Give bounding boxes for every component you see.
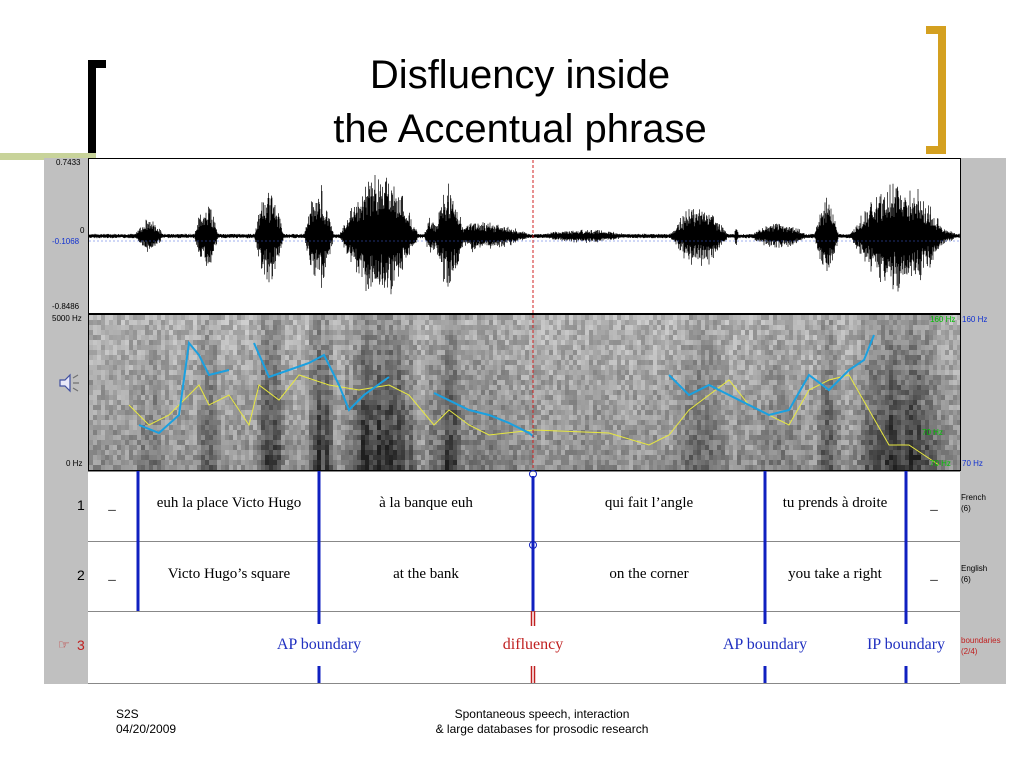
- tier2-interval-2[interactable]: Victo Hugo’s square: [167, 566, 291, 582]
- pitch-contour-1: [138, 340, 230, 435]
- tier3-point-ip-boundary[interactable]: IP boundary: [866, 636, 946, 653]
- slide-title: Disfluency inside the Accentual phrase: [290, 48, 750, 156]
- tier-3-number: 3: [77, 637, 85, 653]
- right-bracket-decoration: [926, 26, 946, 154]
- tier2-count: (6): [961, 575, 971, 584]
- tier1-interval-4[interactable]: qui fait l’angle: [604, 495, 694, 511]
- tier-2-number: 2: [77, 567, 85, 583]
- tier1-interval-2[interactable]: euh la place Victo Hugo: [156, 495, 302, 511]
- tier2-interval-4[interactable]: on the corner: [609, 566, 689, 582]
- footer-event: S2S: [116, 707, 139, 721]
- tier2-name: English: [961, 564, 988, 573]
- waveform-trace: [89, 174, 960, 295]
- tier2-side-label: English (6): [961, 563, 987, 585]
- pitch-marker-top: 160 Hz: [930, 315, 956, 324]
- tier1-interval-3[interactable]: à la banque euh: [379, 495, 473, 511]
- tier-french[interactable]: [88, 471, 960, 541]
- tier3-point-ap-boundary-2[interactable]: AP boundary: [722, 636, 808, 653]
- tier1-name: French: [961, 493, 986, 502]
- tier3-point-ap-boundary-1[interactable]: AP boundary: [276, 636, 362, 653]
- tier1-count: (6): [961, 504, 971, 513]
- waveform-y-zero: 0: [80, 226, 85, 235]
- tier-boundaries[interactable]: [88, 611, 960, 684]
- tier-english[interactable]: [88, 541, 960, 611]
- footer-left: S2S 04/20/2009: [116, 707, 176, 737]
- pitch-contour-3: [433, 392, 535, 438]
- tier2-interval-5[interactable]: you take a right: [788, 566, 882, 582]
- tier3-name: boundaries: [961, 636, 1001, 645]
- tier2-interval-1[interactable]: _: [108, 567, 116, 583]
- speaker-icon[interactable]: [58, 372, 80, 394]
- footer-date: 04/20/2009: [116, 722, 177, 736]
- pitch-axis-bottom: 70 Hz: [962, 459, 983, 468]
- left-bracket-decoration: [88, 60, 106, 160]
- waveform-plot[interactable]: [89, 159, 960, 313]
- slide-title-line2: the Accentual phrase: [333, 107, 707, 151]
- tier3-point-disfluency[interactable]: difluency: [502, 636, 564, 653]
- footer-center-line1: Spontaneous speech, interaction: [454, 707, 630, 721]
- tier2-interval-3[interactable]: at the bank: [393, 566, 459, 582]
- pitch-marker-mid: 70 Hz: [922, 428, 943, 437]
- spectrogram-freq-top: 5000 Hz: [52, 314, 82, 323]
- footer-center: Spontaneous speech, interaction & large …: [382, 707, 702, 737]
- tier1-interval-1[interactable]: _: [108, 497, 116, 513]
- tier1-side-label: French (6): [961, 492, 986, 514]
- tier2-interval-6[interactable]: _: [930, 567, 938, 583]
- tier-1-number: 1: [77, 497, 85, 513]
- waveform-cursor-value: -0.1068: [52, 237, 80, 246]
- slide-title-line1: Disfluency inside: [369, 53, 671, 97]
- waveform-panel[interactable]: [88, 158, 961, 314]
- waveform-y-min: -0.8486: [52, 302, 80, 311]
- decorative-rule: [0, 153, 96, 160]
- spectrogram-freq-bottom: 0 Hz: [66, 459, 83, 468]
- spectrogram-panel[interactable]: [88, 314, 961, 471]
- waveform-y-max: 0.7433: [56, 158, 81, 167]
- intensity-contour: [128, 374, 940, 466]
- tier-3-marker[interactable]: ☞: [58, 637, 70, 652]
- tier1-interval-5[interactable]: tu prends à droite: [782, 495, 888, 511]
- spectrogram-plot[interactable]: [89, 315, 960, 470]
- pitch-axis-top: 160 Hz: [962, 315, 988, 324]
- pitch-contour-2: [253, 342, 390, 412]
- tier3-side-label: boundaries (2/4): [961, 635, 1001, 657]
- footer-center-line2: & large databases for prosodic research: [435, 722, 649, 736]
- pitch-marker-bottom: 70 Hz: [930, 459, 951, 468]
- spectrogram-texture: [89, 315, 960, 470]
- pitch-contour-4: [668, 334, 875, 417]
- tier3-count: (2/4): [961, 647, 978, 656]
- tier1-interval-6[interactable]: _: [930, 497, 938, 513]
